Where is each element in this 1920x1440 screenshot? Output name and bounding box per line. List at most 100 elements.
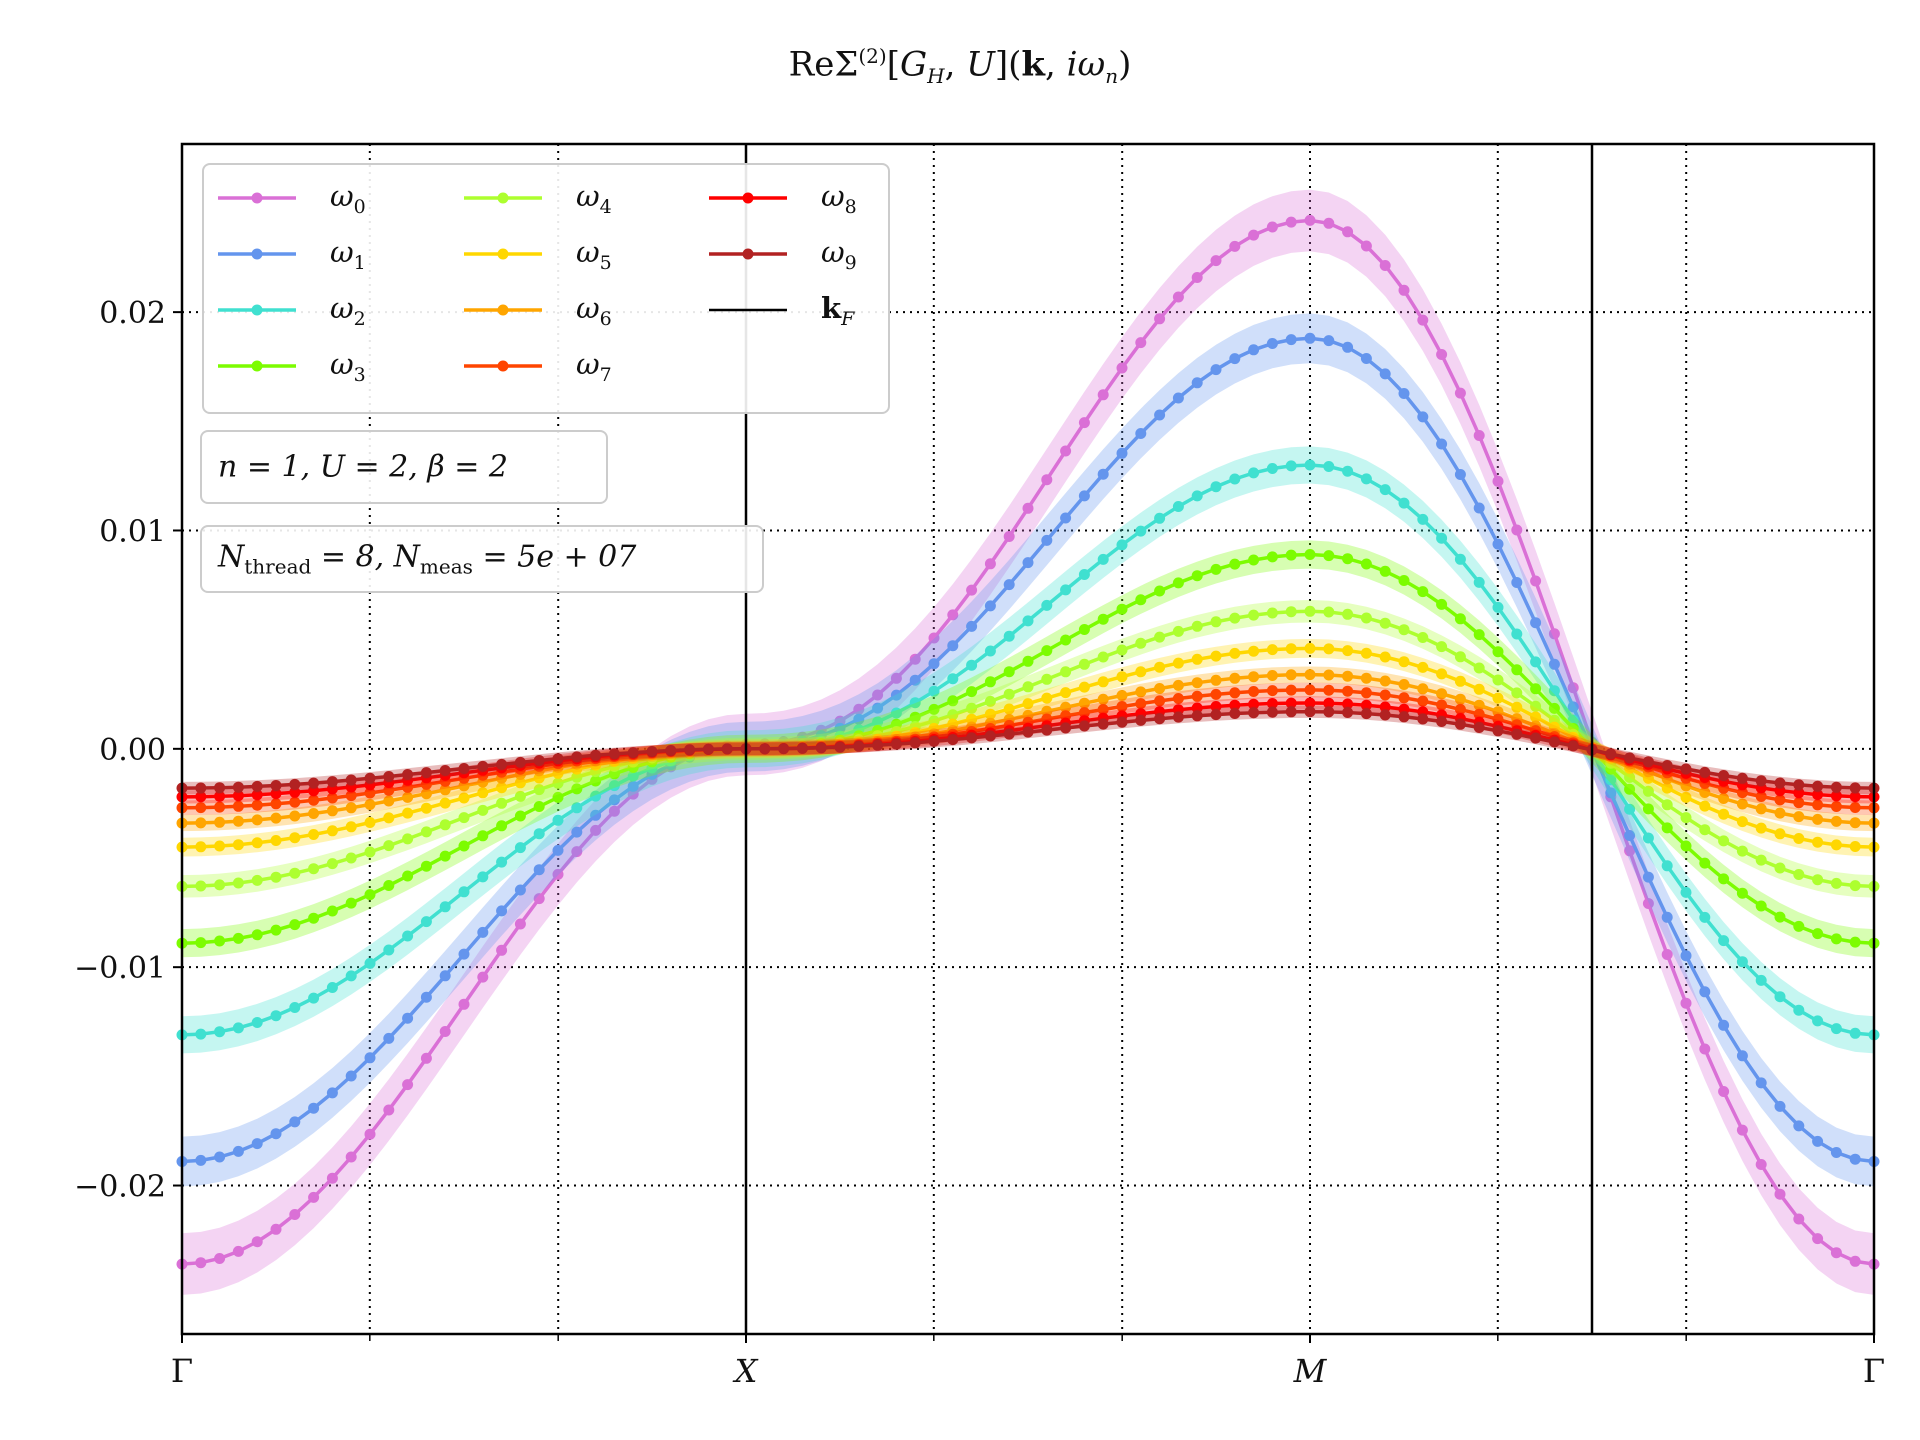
series-point bbox=[308, 777, 320, 789]
series-point bbox=[1022, 655, 1034, 667]
series-point bbox=[1266, 685, 1278, 697]
series-point bbox=[552, 791, 564, 803]
series-point bbox=[214, 790, 226, 802]
series-point bbox=[1793, 797, 1805, 809]
series-point bbox=[571, 826, 583, 838]
series-point bbox=[1229, 672, 1241, 684]
legend: ω0 ω1 ω2 ω3 ω4 ω5 ω6 ω7 ω8 ω9 kF bbox=[202, 163, 890, 414]
series-point bbox=[458, 780, 470, 792]
series-point bbox=[1718, 770, 1730, 781]
series-point bbox=[1774, 991, 1786, 1003]
series-point bbox=[1473, 502, 1485, 514]
series-point bbox=[1642, 898, 1654, 909]
series-point bbox=[1736, 845, 1748, 857]
series-point bbox=[1172, 679, 1184, 691]
x-tick-label: Γ bbox=[1863, 1352, 1885, 1390]
series-point bbox=[308, 1102, 320, 1114]
series-point bbox=[1116, 701, 1128, 712]
series-point bbox=[251, 799, 263, 811]
series-point bbox=[1041, 692, 1053, 704]
series-point bbox=[1078, 697, 1090, 709]
series-point bbox=[984, 676, 996, 688]
series-point bbox=[834, 741, 846, 753]
series-point bbox=[326, 792, 338, 804]
series-point bbox=[890, 738, 902, 750]
series-point bbox=[1793, 1120, 1805, 1132]
legend-item: ω9 bbox=[707, 229, 857, 279]
series-point bbox=[1699, 787, 1711, 798]
series-point bbox=[232, 800, 244, 812]
series-point bbox=[1003, 728, 1015, 740]
series-point bbox=[1642, 803, 1654, 815]
series-point bbox=[1699, 800, 1711, 812]
series-point bbox=[1210, 650, 1222, 662]
series-point bbox=[1849, 1027, 1861, 1039]
series-point bbox=[1379, 689, 1391, 701]
series-point bbox=[909, 697, 921, 709]
series-point bbox=[1793, 920, 1805, 932]
series-point bbox=[1191, 677, 1203, 689]
series-point bbox=[1454, 675, 1466, 687]
series-point bbox=[1360, 687, 1372, 699]
series-point bbox=[1793, 787, 1805, 799]
series-point bbox=[1360, 558, 1372, 570]
series-band-ω9 bbox=[182, 705, 1874, 795]
series-point bbox=[1736, 887, 1748, 899]
series-point bbox=[1022, 681, 1034, 693]
series-point bbox=[1191, 653, 1203, 665]
series-point bbox=[1567, 714, 1579, 726]
series-point bbox=[590, 809, 602, 821]
series-point bbox=[1755, 775, 1767, 787]
series-point bbox=[1830, 801, 1842, 812]
series-point bbox=[458, 763, 470, 774]
series-point bbox=[1360, 647, 1372, 659]
series-point bbox=[383, 880, 395, 891]
series-point bbox=[627, 747, 639, 759]
series-point bbox=[1511, 687, 1523, 699]
series-point bbox=[1755, 822, 1767, 834]
series-point bbox=[1774, 1188, 1786, 1200]
series-point bbox=[1830, 1023, 1842, 1035]
series-point bbox=[439, 797, 451, 809]
series-point bbox=[1078, 569, 1090, 580]
legend-item: ω8 bbox=[707, 173, 857, 223]
series-point bbox=[1342, 341, 1354, 353]
series-point bbox=[308, 992, 320, 1004]
series-point bbox=[552, 844, 564, 856]
series-point bbox=[1436, 699, 1448, 711]
series-point bbox=[514, 810, 526, 822]
series-point bbox=[1041, 673, 1053, 685]
series-point bbox=[1530, 575, 1542, 587]
series-point bbox=[214, 801, 226, 813]
series-point bbox=[872, 716, 884, 728]
series-point bbox=[1830, 839, 1842, 851]
series-point bbox=[1154, 683, 1166, 694]
series-point bbox=[402, 870, 414, 882]
series-point bbox=[1661, 782, 1673, 794]
series-point bbox=[1154, 695, 1166, 707]
series-point bbox=[1812, 789, 1824, 801]
series-point bbox=[1793, 869, 1805, 880]
series-point bbox=[1097, 553, 1109, 565]
series-point bbox=[1060, 687, 1072, 699]
series-point bbox=[571, 771, 583, 783]
series-point bbox=[1304, 549, 1316, 560]
series-point bbox=[214, 1026, 226, 1038]
series-point bbox=[1736, 816, 1748, 828]
series-point bbox=[1755, 791, 1767, 802]
legend-swatch bbox=[464, 304, 542, 316]
series-point bbox=[496, 797, 508, 809]
series-point bbox=[1078, 490, 1090, 502]
series-point bbox=[1304, 332, 1316, 344]
legend-label: ω0 bbox=[330, 178, 366, 218]
series-point bbox=[1304, 214, 1316, 226]
series-point bbox=[289, 786, 301, 798]
series-point bbox=[1661, 860, 1673, 872]
series-point bbox=[552, 814, 564, 826]
y-tick-label: −0.01 bbox=[74, 951, 166, 986]
series-point bbox=[1642, 756, 1654, 768]
series-point bbox=[1417, 695, 1429, 707]
series-point bbox=[984, 708, 996, 720]
series-point bbox=[947, 695, 959, 707]
series-point bbox=[1624, 783, 1636, 795]
